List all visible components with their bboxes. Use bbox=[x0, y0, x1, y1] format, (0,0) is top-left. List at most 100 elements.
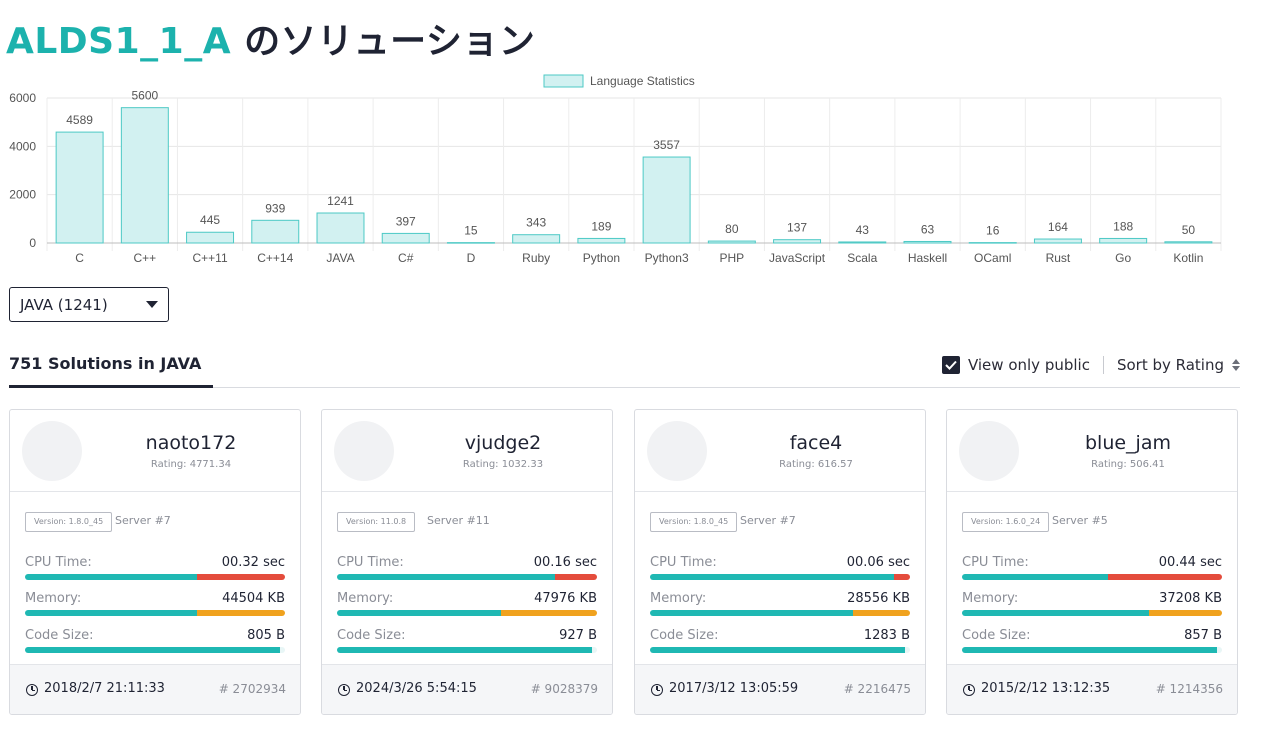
code-size-label: Code Size: bbox=[650, 628, 719, 643]
x-tick-label: Go bbox=[1115, 251, 1131, 265]
y-tick-label: 2000 bbox=[9, 188, 36, 202]
bar bbox=[773, 239, 822, 244]
memory-label: Memory: bbox=[962, 591, 1019, 606]
memory-label: Memory: bbox=[25, 591, 82, 606]
y-tick-label: 6000 bbox=[9, 91, 36, 105]
solutions-tab-bar: 751 Solutions in JAVA View only public S… bbox=[9, 346, 1240, 388]
x-tick-label: C bbox=[75, 251, 84, 265]
code-size-label: Code Size: bbox=[962, 628, 1031, 643]
data-label: 63 bbox=[921, 222, 935, 236]
list-controls: View only public Sort by Rating bbox=[941, 356, 1240, 374]
code-size-value: 857 B bbox=[1184, 628, 1222, 643]
bar bbox=[186, 231, 235, 244]
memory-value: 37208 KB bbox=[1159, 591, 1222, 606]
sort-icon bbox=[1232, 359, 1240, 371]
avatar bbox=[959, 421, 1019, 481]
language-select-value: JAVA (1241) bbox=[20, 295, 108, 314]
avatar bbox=[334, 421, 394, 481]
bar bbox=[120, 107, 169, 244]
x-tick-label: C++14 bbox=[257, 251, 293, 265]
x-tick-label: Rust bbox=[1046, 251, 1071, 265]
avatar bbox=[22, 421, 82, 481]
user-name[interactable]: face4 bbox=[789, 432, 843, 454]
cpu-bar bbox=[962, 574, 1222, 580]
memory-bar bbox=[25, 610, 285, 616]
x-tick-label: C++ bbox=[133, 251, 156, 265]
judge-id[interactable]: # 2216475 bbox=[843, 682, 911, 696]
code-size-label: Code Size: bbox=[337, 628, 406, 643]
x-tick-label: Scala bbox=[847, 251, 877, 265]
problem-id[interactable]: ALDS1_1_A bbox=[6, 21, 232, 62]
legend-swatch bbox=[543, 74, 584, 88]
version-badge: Version: 1.8.0_45 bbox=[650, 512, 738, 532]
judge-id[interactable]: # 9028379 bbox=[530, 682, 598, 696]
data-label: 50 bbox=[1182, 223, 1196, 237]
clock-icon bbox=[338, 684, 350, 696]
user-rating: Rating: 616.57 bbox=[779, 459, 853, 470]
y-tick-label: 0 bbox=[29, 236, 36, 250]
x-tick-label: Haskell bbox=[908, 251, 947, 265]
caret-down-icon bbox=[146, 301, 158, 308]
tab-solutions[interactable]: 751 Solutions in JAVA bbox=[9, 354, 214, 388]
user-rating: Rating: 1032.33 bbox=[462, 459, 544, 470]
x-tick-label: OCaml bbox=[974, 251, 1011, 265]
bar bbox=[1164, 241, 1213, 244]
user-name[interactable]: naoto172 bbox=[145, 432, 237, 454]
solution-card[interactable]: vjudge2 Rating: 1032.33 Version: 11.0.8 … bbox=[321, 409, 613, 715]
data-label: 188 bbox=[1113, 219, 1133, 233]
sort-button[interactable]: Sort by Rating bbox=[1117, 356, 1240, 374]
memory-bar bbox=[962, 610, 1222, 616]
view-public-checkbox[interactable] bbox=[941, 356, 960, 374]
data-label: 5600 bbox=[131, 89, 158, 103]
data-label: 43 bbox=[856, 223, 870, 237]
solution-card[interactable]: naoto172 Rating: 4771.34 Version: 1.8.0_… bbox=[9, 409, 301, 715]
user-rating: Rating: 506.41 bbox=[1091, 459, 1165, 470]
judge-id[interactable]: # 2702934 bbox=[218, 682, 286, 696]
code-size-value: 805 B bbox=[247, 628, 285, 643]
data-label: 1241 bbox=[327, 194, 354, 208]
page-title: ALDS1_1_A のソリューション bbox=[6, 12, 535, 64]
solution-card[interactable]: blue_jam Rating: 506.41 Version: 1.6.0_2… bbox=[946, 409, 1238, 715]
x-tick-label: JavaScript bbox=[769, 251, 826, 265]
cpu-value: 00.16 sec bbox=[533, 555, 597, 570]
x-tick-label: D bbox=[467, 251, 476, 265]
data-label: 4589 bbox=[66, 113, 93, 127]
x-tick-label: C++11 bbox=[192, 251, 227, 265]
code-size-value: 927 B bbox=[559, 628, 597, 643]
judge-id[interactable]: # 1214356 bbox=[1155, 682, 1223, 696]
code-size-bar bbox=[650, 647, 910, 653]
bar bbox=[968, 242, 1017, 244]
submission-date: 2018/2/7 21:11:33 bbox=[44, 681, 165, 696]
version-badge: Version: 11.0.8 bbox=[337, 512, 416, 532]
server-label: Server #11 bbox=[427, 514, 490, 527]
version-badge: Version: 1.6.0_24 bbox=[962, 512, 1050, 532]
solution-card[interactable]: face4 Rating: 616.57 Version: 1.8.0_45 S… bbox=[634, 409, 926, 715]
data-label: 939 bbox=[265, 201, 285, 215]
avatar bbox=[647, 421, 707, 481]
code-size-bar bbox=[25, 647, 285, 653]
cpu-bar bbox=[650, 574, 910, 580]
user-name[interactable]: blue_jam bbox=[1084, 432, 1171, 454]
bar bbox=[707, 240, 756, 244]
submission-date: 2017/3/12 13:05:59 bbox=[669, 681, 799, 696]
memory-label: Memory: bbox=[650, 591, 707, 606]
data-label: 445 bbox=[200, 213, 220, 227]
language-select[interactable]: JAVA (1241) bbox=[9, 287, 169, 322]
bar bbox=[251, 219, 300, 244]
server-label: Server #7 bbox=[740, 514, 796, 527]
memory-value: 47976 KB bbox=[534, 591, 597, 606]
data-label: 15 bbox=[464, 224, 478, 238]
version-badge: Version: 1.8.0_45 bbox=[25, 512, 113, 532]
x-tick-label: C# bbox=[398, 251, 414, 265]
cpu-bar bbox=[25, 574, 285, 580]
bar bbox=[1033, 238, 1082, 244]
cpu-label: CPU Time: bbox=[962, 555, 1029, 570]
cpu-value: 00.06 sec bbox=[846, 555, 910, 570]
clock-icon bbox=[26, 684, 38, 696]
view-public-label[interactable]: View only public bbox=[967, 356, 1090, 374]
server-label: Server #7 bbox=[115, 514, 171, 527]
bar bbox=[55, 131, 104, 244]
user-name[interactable]: vjudge2 bbox=[464, 432, 542, 454]
bar bbox=[316, 212, 365, 244]
clock-icon bbox=[651, 684, 663, 696]
